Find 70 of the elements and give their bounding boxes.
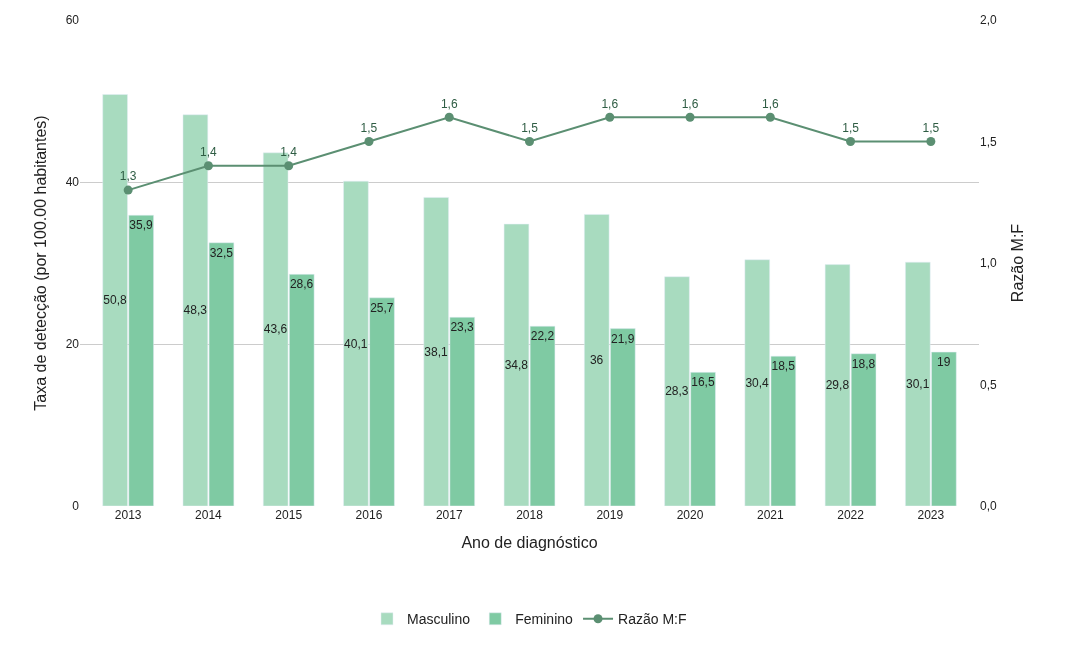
data-label: 1,4 (200, 145, 218, 160)
data-label: 21,9 (610, 331, 635, 346)
x-tick-label: 2014 (195, 508, 223, 522)
data-label: 23,3 (450, 320, 475, 335)
data-label: 19 (937, 355, 951, 370)
point (765, 112, 775, 122)
data-label: 34,8 (504, 358, 529, 373)
legend-label: Razão M:F (618, 611, 687, 628)
data-label: 1,3 (119, 169, 137, 184)
data-label: 1,6 (681, 96, 699, 111)
point (444, 112, 454, 122)
data-label: 38,1 (424, 344, 449, 359)
point (364, 137, 374, 146)
x-tick-label: 2016 (355, 508, 383, 522)
y-tick-label: 0 (72, 499, 80, 514)
x-axis-title: Ano de diagnóstico (461, 533, 598, 551)
x-tick-label: 2019 (596, 508, 624, 522)
data-label: 16,5 (691, 375, 715, 390)
data-label: 22,2 (530, 329, 555, 344)
data-label: 35,9 (129, 218, 154, 233)
y2-tick-label: 1,0 (980, 256, 998, 271)
data-label: 40,1 (344, 336, 368, 351)
data-label: 1,4 (280, 145, 298, 160)
x-tick-label: 2020 (676, 508, 704, 522)
point (605, 112, 615, 122)
y-tick-label: 40 (65, 175, 80, 190)
data-label: 28,6 (289, 277, 314, 292)
point (525, 137, 534, 146)
x-tick-label: 2015 (275, 508, 303, 522)
x-tick-label: 2022 (837, 508, 865, 522)
data-label: 1,6 (440, 96, 458, 111)
y2-tick-label: 0,5 (980, 377, 998, 392)
data-label: 48,3 (183, 303, 208, 318)
data-label: 32,5 (209, 245, 234, 260)
data-label: 18,8 (851, 356, 876, 371)
point (203, 161, 213, 171)
data-label: 30,1 (905, 377, 930, 392)
data-label: 36 (589, 353, 604, 368)
data-label: 43,6 (263, 322, 288, 337)
x-tick-label: 2018 (516, 508, 544, 522)
x-tick-label: 2021 (756, 508, 784, 522)
data-label: 1,6 (761, 96, 779, 111)
y2-tick-label: 0,0 (980, 499, 998, 514)
data-label: 50,8 (103, 293, 127, 308)
data-label: 18,5 (771, 359, 796, 374)
x-tick-label: 2013 (114, 508, 142, 522)
data-label: 1,5 (360, 120, 378, 135)
y2-axis-title: Razão M:F (1008, 223, 1026, 303)
point (123, 185, 133, 195)
data-label: 25,7 (370, 300, 394, 315)
point (846, 137, 856, 146)
y2-tick-label: 1,5 (980, 134, 998, 149)
data-label: 1,5 (922, 120, 940, 135)
data-label: 29,8 (825, 378, 850, 393)
y2-tick-label: 2,0 (980, 13, 998, 28)
y-tick-label: 60 (65, 13, 80, 28)
x-tick-label: 2023 (917, 508, 945, 522)
y-axis-title: Taxa de detecção (por 100.00 habitantes) (31, 115, 49, 411)
data-label: 1,5 (842, 120, 860, 135)
x-tick-label: 2017 (435, 508, 463, 522)
data-label: 30,4 (745, 375, 770, 390)
legend-label: Feminino (515, 611, 574, 628)
point (284, 161, 294, 171)
data-label: 1,5 (521, 120, 539, 135)
point (685, 112, 695, 122)
data-label: 28,3 (665, 384, 689, 399)
y-tick-label: 20 (65, 337, 80, 352)
point (926, 137, 936, 146)
legend-label: Masculino (407, 611, 471, 628)
data-label: 1,6 (601, 96, 619, 111)
